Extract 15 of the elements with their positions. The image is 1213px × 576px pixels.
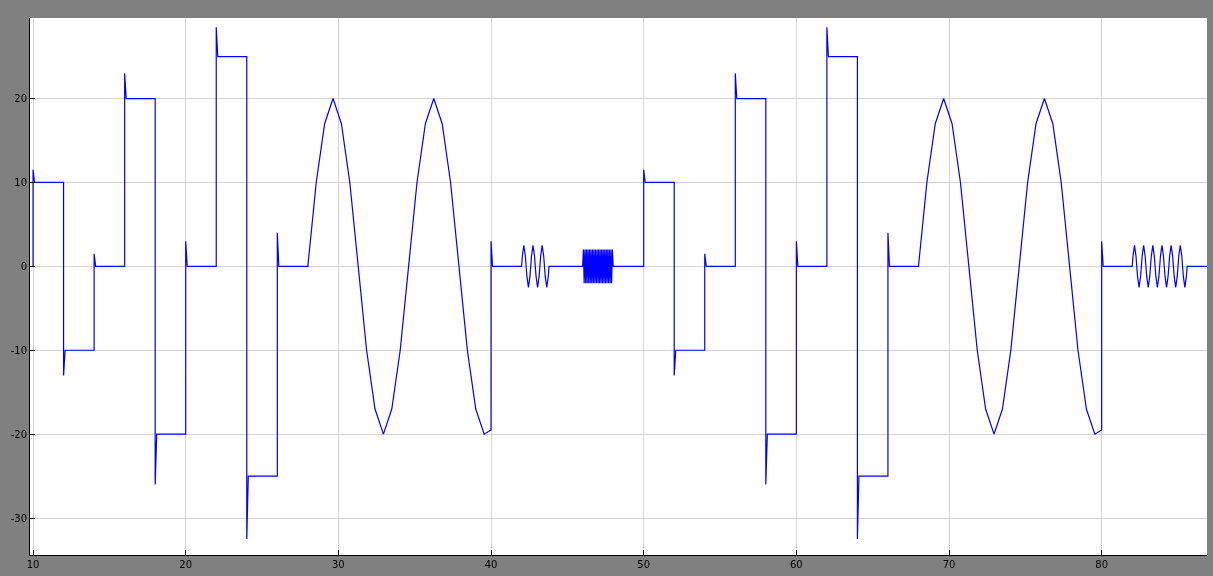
- y-tick-label: 20: [14, 93, 27, 105]
- x-tick-label: 20: [179, 559, 193, 570]
- y-tick-label: 0: [20, 260, 27, 272]
- x-tick-label: 80: [1095, 559, 1109, 570]
- x-tick-label: 30: [332, 559, 345, 570]
- y-tick-label: -10: [10, 344, 27, 356]
- x-tick-label: 10: [26, 559, 40, 570]
- x-tick-label: 70: [942, 559, 956, 570]
- line-series: [32, 26, 1207, 540]
- x-tick-label: 40: [484, 559, 498, 570]
- y-tick-label: 10: [14, 176, 27, 188]
- x-tick-label: 50: [637, 559, 651, 570]
- x-tick-label: 60: [789, 559, 803, 570]
- y-tick-label: -20: [10, 428, 27, 440]
- y-tick-label: -30: [10, 512, 27, 524]
